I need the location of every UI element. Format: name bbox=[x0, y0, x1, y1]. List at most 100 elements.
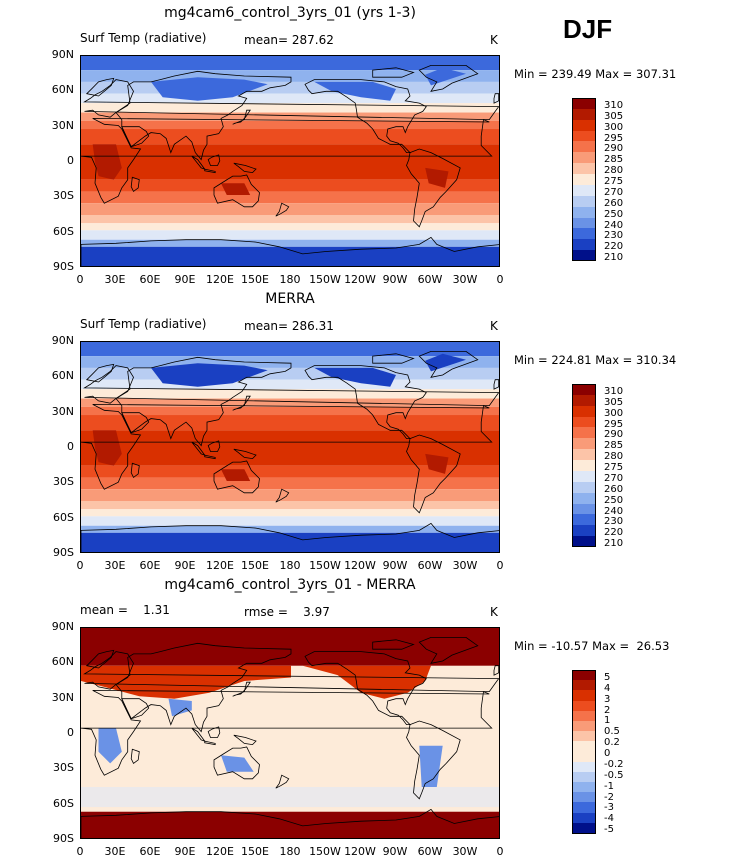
temperature-band bbox=[81, 379, 499, 390]
colorbar-cell bbox=[572, 228, 596, 240]
temperature-band bbox=[81, 129, 499, 145]
map-svg bbox=[81, 342, 499, 552]
lon-tick-label: 0 bbox=[76, 845, 84, 858]
colorbar-cell bbox=[572, 481, 596, 494]
units-label: K bbox=[490, 319, 498, 333]
season-label: DJF bbox=[563, 14, 613, 44]
lat-tick-label: 60S bbox=[53, 796, 74, 810]
colorbar-cell bbox=[572, 710, 596, 722]
colorbar-label: -2 bbox=[604, 791, 614, 803]
lon-tick-label: 120W bbox=[344, 559, 376, 572]
colorbar-cell bbox=[572, 119, 596, 132]
colorbar-label: 230 bbox=[604, 516, 624, 528]
colorbar-label: 300 bbox=[604, 407, 624, 419]
lon-tick-label: 60W bbox=[417, 845, 443, 858]
colorbar-cell bbox=[572, 822, 596, 834]
min-max-label: Min = -10.57 Max = 26.53 bbox=[514, 639, 670, 653]
panel-title: MERRA bbox=[265, 291, 315, 307]
coastline bbox=[233, 162, 257, 174]
panel-title: mg4cam6_control_3yrs_01 - MERRA bbox=[164, 577, 416, 593]
colorbar-label: 280 bbox=[604, 451, 624, 463]
temperature-band bbox=[81, 509, 499, 517]
lon-tick-label: 90E bbox=[174, 273, 196, 286]
coastline bbox=[418, 637, 479, 664]
map-plot bbox=[80, 627, 500, 839]
coastline bbox=[232, 395, 251, 411]
lat-tick-label: 30S bbox=[53, 475, 74, 489]
coastline bbox=[207, 440, 221, 452]
map-plot bbox=[80, 55, 500, 267]
coastline bbox=[207, 154, 221, 166]
coastline bbox=[81, 690, 493, 776]
lon-tick-label: 0 bbox=[496, 273, 504, 286]
lat-tick-label: 90S bbox=[53, 832, 74, 845]
lat-tick-label: 60N bbox=[51, 655, 74, 669]
colorbar-cell bbox=[572, 163, 596, 175]
lon-tick-label: 150W bbox=[309, 273, 341, 286]
left-label: mean = 1.31 bbox=[80, 603, 170, 617]
colorbar-cell bbox=[572, 239, 596, 251]
warm-bias-region bbox=[302, 665, 431, 699]
lon-tick-label: 180 bbox=[279, 845, 301, 858]
polar-bias-band bbox=[81, 811, 499, 838]
lat-tick-label: 60S bbox=[53, 510, 74, 524]
colorbar-label: 220 bbox=[604, 241, 624, 253]
temperature-band bbox=[81, 516, 499, 526]
lat-tick-label: 90S bbox=[53, 260, 74, 273]
colorbar-cell bbox=[572, 206, 596, 219]
colorbar-cell bbox=[572, 700, 596, 712]
coastline bbox=[204, 454, 216, 460]
map-svg bbox=[81, 628, 499, 838]
colorbar-cell bbox=[572, 720, 596, 732]
coastline bbox=[81, 404, 493, 490]
warm-region bbox=[221, 183, 251, 195]
lon-tick-label: 30W bbox=[452, 273, 478, 286]
lon-tick-label: 60E bbox=[139, 559, 161, 572]
lat-tick-label: 30N bbox=[51, 690, 74, 704]
colorbar-label: 0.2 bbox=[604, 737, 620, 749]
colorbar-label: -4 bbox=[604, 813, 614, 825]
coastline bbox=[275, 488, 290, 503]
mid-label: rmse = 3.97 bbox=[244, 605, 330, 619]
cold-bias-region bbox=[168, 698, 192, 717]
colorbar-cell bbox=[572, 470, 596, 483]
colorbar-label: 5 bbox=[604, 672, 611, 683]
lat-tick-label: 0 bbox=[67, 440, 74, 453]
coastline bbox=[130, 462, 140, 479]
colorbar-cell bbox=[572, 503, 596, 515]
colorbar-label: 210 bbox=[604, 538, 624, 550]
colorbar-label: -5 bbox=[604, 824, 614, 836]
units-label: K bbox=[490, 33, 498, 47]
lat-tick-label: 0 bbox=[67, 154, 74, 167]
lon-tick-label: 150W bbox=[309, 559, 341, 572]
colorbar-cell bbox=[572, 250, 596, 262]
lon-tick-label: 30W bbox=[452, 845, 478, 858]
colorbar-label: 270 bbox=[604, 472, 624, 484]
colorbar-cell bbox=[572, 812, 596, 824]
southern-ocean-bias bbox=[81, 787, 499, 808]
colorbar-label: 310 bbox=[604, 386, 624, 397]
coastline bbox=[493, 93, 499, 104]
coastline bbox=[304, 651, 427, 725]
colorbar-cell bbox=[572, 98, 596, 110]
lon-tick-label: 0 bbox=[76, 559, 84, 572]
coastline bbox=[81, 808, 499, 838]
coastline bbox=[83, 365, 499, 407]
coastline bbox=[372, 67, 415, 78]
colorbar-label: 295 bbox=[604, 418, 624, 430]
lon-tick-label: 120W bbox=[344, 845, 376, 858]
lon-tick-label: 0 bbox=[496, 845, 504, 858]
coastline bbox=[304, 365, 427, 439]
temperature-band bbox=[81, 120, 499, 130]
colorbar-label: 260 bbox=[604, 197, 624, 209]
colorbar-label: 300 bbox=[604, 121, 624, 133]
colorbar-label: 240 bbox=[604, 505, 624, 517]
lon-tick-label: 150E bbox=[241, 273, 269, 286]
coastline bbox=[213, 746, 260, 780]
temperature-band bbox=[81, 179, 499, 192]
coastline bbox=[204, 740, 216, 746]
lat-tick-label: 90N bbox=[51, 334, 74, 347]
panel-title: mg4cam6_control_3yrs_01 (yrs 1-3) bbox=[164, 5, 416, 21]
colorbar-label: -3 bbox=[604, 802, 614, 814]
coastline bbox=[121, 126, 150, 148]
